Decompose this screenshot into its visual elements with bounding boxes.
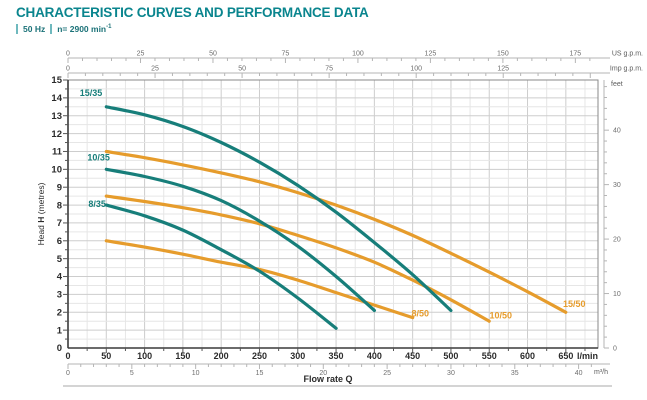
x-tick-label: 550 bbox=[482, 351, 497, 361]
curve-label-10-35: 10/35 bbox=[87, 152, 110, 162]
m3h-unit-label: m³/h bbox=[594, 369, 608, 376]
feet-tick-label: 20 bbox=[613, 237, 621, 244]
curve-label-8-50: 8/50 bbox=[412, 309, 430, 319]
x-tick-label: 200 bbox=[214, 351, 229, 361]
x-axis-unit-lmin: l/min bbox=[577, 351, 598, 361]
gpm-tick-label: 75 bbox=[325, 66, 333, 73]
frequency-value: 50 Hz bbox=[23, 24, 46, 34]
gpm-unit-label: Imp g.p.m. bbox=[610, 66, 643, 73]
m3h-tick-label: 25 bbox=[383, 370, 391, 377]
x-tick-label: 600 bbox=[520, 351, 535, 361]
gpm-tick-label: 0 bbox=[66, 66, 70, 73]
curve-8-35 bbox=[104, 203, 338, 330]
curve-10-35 bbox=[104, 167, 376, 313]
gpm-unit-label: US g.p.m. bbox=[612, 51, 643, 58]
curve-label-8-35: 8/35 bbox=[88, 199, 106, 209]
m3h-tick-label: 5 bbox=[130, 370, 134, 377]
m3h-tick-label: 30 bbox=[447, 370, 455, 377]
gpm-tick-label: 75 bbox=[282, 51, 290, 58]
gpm-tick-label: 125 bbox=[425, 51, 437, 58]
y-tick-label: 8 bbox=[57, 200, 62, 211]
x-tick-label: 400 bbox=[367, 351, 382, 361]
y-tick-label: 15 bbox=[51, 75, 62, 86]
x-tick-label: 250 bbox=[252, 351, 267, 361]
curve-label-15-35: 15/35 bbox=[80, 88, 103, 98]
gpm-tick-label: 50 bbox=[238, 66, 246, 73]
x-tick-label: 0 bbox=[65, 351, 70, 361]
curve-15-50 bbox=[104, 149, 568, 314]
y-tick-label: 11 bbox=[52, 147, 63, 158]
gpm-tick-label: 50 bbox=[209, 51, 217, 58]
feet-unit-label: feet bbox=[611, 81, 623, 88]
x-tick-label: 300 bbox=[290, 351, 305, 361]
gpm-tick-label: 175 bbox=[570, 51, 582, 58]
m3h-tick-label: 35 bbox=[511, 370, 519, 377]
x-tick-label: 350 bbox=[329, 351, 344, 361]
page-header: CHARACTERISTIC CURVES AND PERFORMANCE DA… bbox=[16, 5, 369, 34]
y-axis-title: Head H (metres) bbox=[36, 182, 46, 245]
gpm-tick-label: 25 bbox=[137, 51, 145, 58]
page-title: CHARACTERISTIC CURVES AND PERFORMANCE DA… bbox=[16, 5, 369, 20]
feet-tick-label: 0 bbox=[613, 346, 617, 353]
m3h-tick-label: 0 bbox=[66, 370, 70, 377]
m3h-tick-label: 15 bbox=[256, 370, 264, 377]
gpm-tick-label: 125 bbox=[497, 66, 509, 73]
x-axis-title: Flow rate Q bbox=[303, 374, 352, 384]
gpm-tick-label: 0 bbox=[66, 51, 70, 58]
y-tick-label: 0 bbox=[57, 343, 62, 354]
x-tick-label: 500 bbox=[443, 351, 458, 361]
gpm-tick-label: 100 bbox=[352, 51, 364, 58]
separator-bar bbox=[16, 24, 18, 34]
speed-value: n= 2900 min-1 bbox=[57, 24, 112, 34]
y-tick-label: 3 bbox=[57, 290, 62, 301]
operating-conditions: 50 Hz n= 2900 min-1 bbox=[16, 24, 369, 34]
feet-tick-label: 30 bbox=[613, 182, 621, 189]
y-tick-label: 4 bbox=[57, 272, 63, 283]
y-tick-label: 7 bbox=[57, 218, 62, 229]
y-tick-label: 10 bbox=[51, 165, 62, 176]
gpm-tick-label: 25 bbox=[151, 66, 159, 73]
y-tick-label: 9 bbox=[57, 182, 62, 193]
x-tick-label: 150 bbox=[175, 351, 190, 361]
y-tick-label: 12 bbox=[51, 129, 62, 140]
curve-15-35 bbox=[104, 105, 453, 313]
x-tick-label: 100 bbox=[137, 351, 152, 361]
y-tick-label: 13 bbox=[51, 111, 62, 122]
x-tick-label: 50 bbox=[101, 351, 111, 361]
y-tick-label: 1 bbox=[57, 325, 63, 336]
y-tick-label: 2 bbox=[57, 307, 62, 318]
curve-label-15-50: 15/50 bbox=[563, 299, 586, 309]
separator-bar bbox=[50, 24, 53, 34]
x-tick-label: 650 bbox=[558, 351, 573, 361]
feet-tick-label: 40 bbox=[613, 128, 621, 135]
y-tick-label: 14 bbox=[51, 93, 62, 104]
y-tick-label: 6 bbox=[57, 236, 62, 247]
gpm-tick-label: 100 bbox=[410, 66, 422, 73]
speed-superscript: -1 bbox=[106, 24, 112, 30]
m3h-tick-label: 20 bbox=[319, 370, 327, 377]
m3h-tick-label: 40 bbox=[575, 370, 583, 377]
feet-tick-label: 10 bbox=[613, 291, 621, 298]
curve-label-10-50: 10/50 bbox=[489, 311, 512, 321]
x-tick-label: 450 bbox=[405, 351, 420, 361]
m3h-tick-label: 10 bbox=[192, 370, 200, 377]
gpm-tick-label: 150 bbox=[497, 51, 509, 58]
y-tick-label: 5 bbox=[57, 254, 63, 265]
